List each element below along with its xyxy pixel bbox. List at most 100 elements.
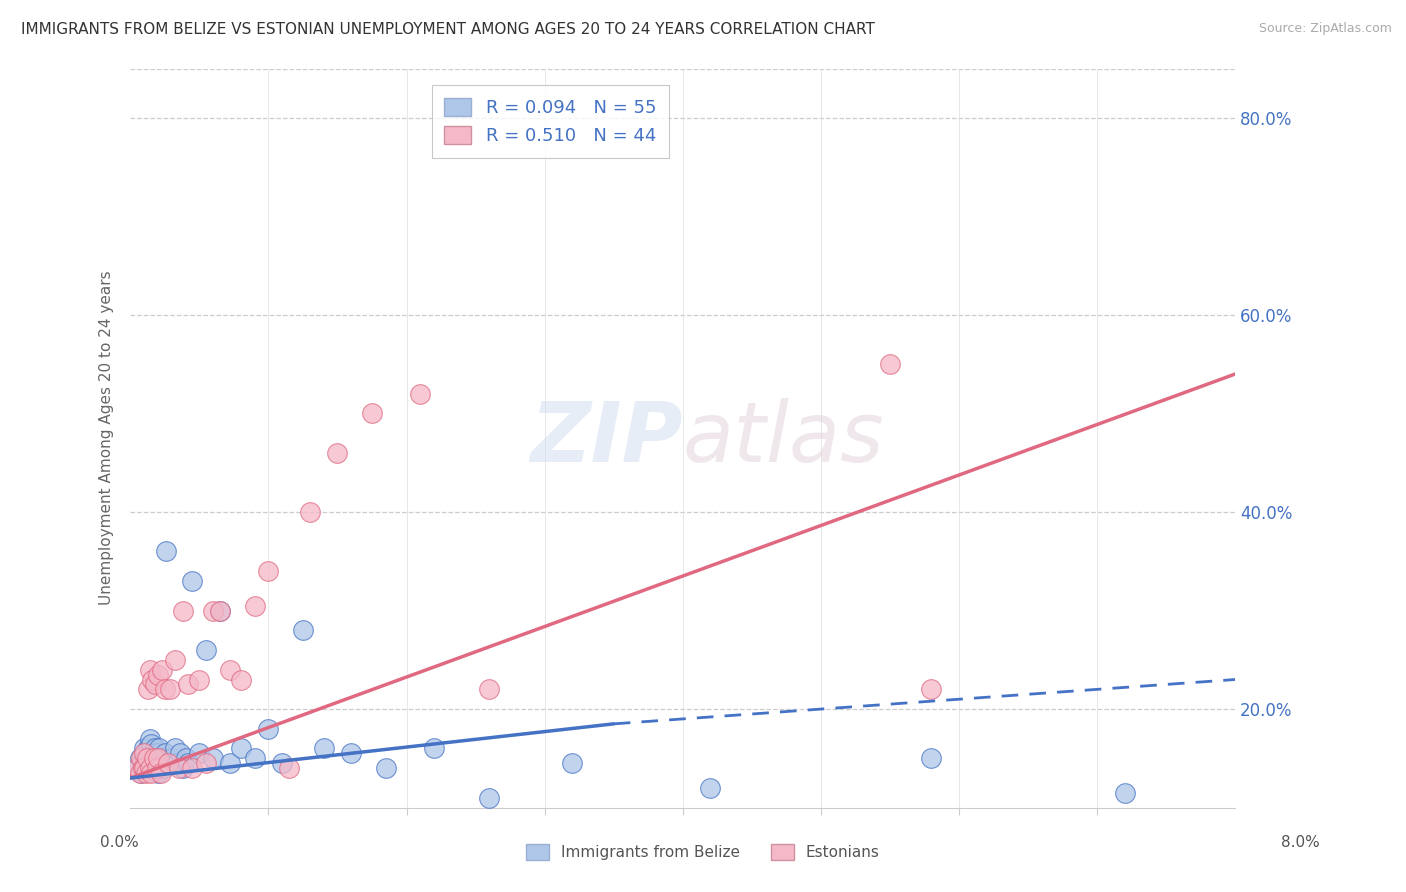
Text: IMMIGRANTS FROM BELIZE VS ESTONIAN UNEMPLOYMENT AMONG AGES 20 TO 24 YEARS CORREL: IMMIGRANTS FROM BELIZE VS ESTONIAN UNEMP… (21, 22, 875, 37)
Point (153, 747, 176, 761)
Point (195, 756, 218, 771)
Point (478, 682, 501, 697)
Point (146, 766, 169, 780)
Point (132, 761, 155, 775)
Point (146, 667, 169, 681)
Point (132, 756, 155, 771)
Point (156, 756, 179, 771)
Point (143, 741, 166, 756)
Point (561, 756, 583, 771)
Point (188, 747, 211, 761)
Point (174, 751, 197, 765)
Point (136, 741, 159, 756)
Point (163, 653, 186, 667)
Point (129, 766, 152, 780)
Point (131, 751, 153, 765)
Point (155, 544, 177, 558)
Point (134, 741, 156, 756)
Point (159, 682, 181, 697)
Point (127, 761, 149, 775)
Point (127, 761, 149, 775)
Point (374, 761, 396, 775)
Point (139, 761, 162, 775)
Point (920, 751, 942, 765)
Point (172, 603, 194, 617)
Point (257, 722, 280, 736)
Text: 8.0%: 8.0% (1281, 836, 1320, 850)
Point (135, 751, 157, 765)
Point (218, 663, 240, 677)
Point (209, 603, 232, 617)
Legend: R = 0.094   N = 55, R = 0.510   N = 44: R = 0.094 N = 55, R = 0.510 N = 44 (432, 85, 669, 158)
Point (181, 574, 204, 588)
Point (136, 761, 159, 775)
Point (138, 731, 160, 746)
Point (166, 756, 188, 771)
Point (163, 741, 186, 756)
Point (229, 741, 252, 756)
Point (138, 747, 160, 761)
Point (181, 761, 204, 775)
Text: atlas: atlas (683, 398, 884, 479)
Point (699, 780, 721, 795)
Text: Source: ZipAtlas.com: Source: ZipAtlas.com (1258, 22, 1392, 36)
Point (145, 747, 167, 761)
Point (177, 756, 200, 771)
Point (172, 761, 194, 775)
Point (135, 756, 157, 771)
Point (202, 751, 225, 765)
Point (157, 756, 180, 771)
Point (134, 761, 156, 775)
Point (146, 751, 169, 765)
Point (879, 357, 901, 371)
Point (278, 761, 301, 775)
Point (478, 790, 501, 805)
Point (229, 673, 252, 687)
Point (271, 756, 294, 771)
Point (134, 747, 156, 761)
Point (149, 751, 172, 765)
Point (160, 751, 183, 765)
Point (138, 761, 160, 775)
Point (135, 751, 157, 765)
Text: ZIP: ZIP (530, 398, 683, 479)
Point (139, 766, 162, 780)
Point (340, 747, 363, 761)
Point (920, 682, 942, 697)
Point (136, 682, 159, 697)
Point (143, 761, 166, 775)
Point (177, 677, 200, 691)
Point (188, 673, 211, 687)
Point (423, 741, 446, 756)
Point (209, 603, 232, 617)
Point (167, 761, 190, 775)
Legend: Immigrants from Belize, Estonians: Immigrants from Belize, Estonians (520, 838, 886, 866)
Point (169, 747, 191, 761)
Point (150, 756, 173, 771)
Point (141, 673, 163, 687)
Y-axis label: Unemployment Among Ages 20 to 24 years: Unemployment Among Ages 20 to 24 years (100, 271, 114, 606)
Point (150, 663, 173, 677)
Point (142, 747, 165, 761)
Text: 0.0%: 0.0% (100, 836, 139, 850)
Point (291, 624, 314, 638)
Point (129, 751, 152, 765)
Point (218, 756, 240, 771)
Point (257, 564, 280, 578)
Point (138, 663, 160, 677)
Point (134, 751, 156, 765)
Point (152, 761, 174, 775)
Point (141, 751, 163, 765)
Point (153, 682, 176, 697)
Point (243, 751, 266, 765)
Point (145, 761, 167, 775)
Point (361, 406, 384, 420)
Point (148, 741, 170, 756)
Point (326, 446, 349, 460)
Point (409, 386, 432, 401)
Point (139, 737, 162, 751)
Point (202, 603, 225, 617)
Point (312, 741, 335, 756)
Point (149, 766, 172, 780)
Point (243, 599, 266, 613)
